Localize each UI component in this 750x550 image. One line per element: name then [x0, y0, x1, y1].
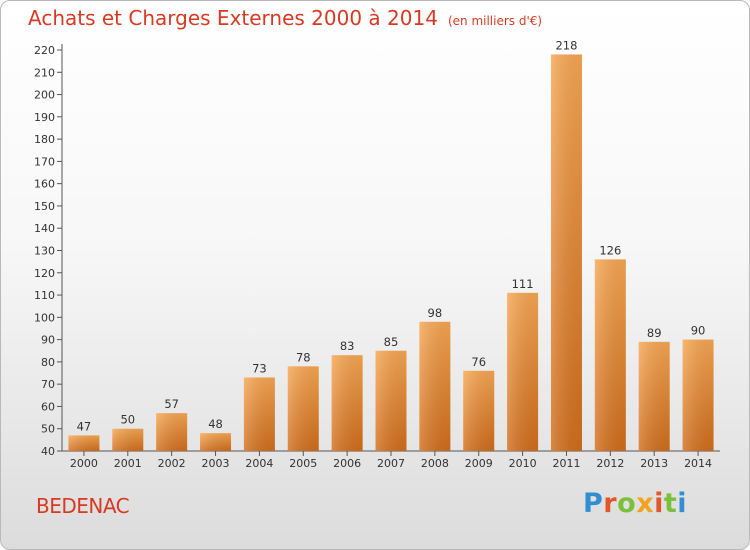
- x-tick-label: 2000: [70, 457, 98, 470]
- bar-shade: [682, 339, 714, 451]
- y-tick-label: 150: [34, 200, 55, 213]
- y-tick-label: 200: [34, 89, 55, 102]
- bar-shade: [550, 54, 582, 451]
- bar-shade: [200, 433, 232, 451]
- chart-unit: (en milliers d'€): [447, 14, 543, 28]
- data-label: 57: [164, 397, 179, 411]
- bars-group: [68, 54, 714, 451]
- data-label: 83: [340, 339, 355, 353]
- x-tick-label: 2003: [202, 457, 230, 470]
- x-tick-label: 2001: [114, 457, 142, 470]
- y-tick-label: 90: [41, 334, 55, 347]
- y-tick-label: 170: [34, 155, 55, 168]
- data-label: 73: [252, 361, 267, 375]
- y-tick-label: 120: [34, 267, 55, 280]
- y-tick-label: 40: [41, 445, 55, 458]
- data-label: 90: [691, 324, 706, 338]
- logo-letter: t: [663, 488, 678, 519]
- x-tick-label: 2007: [377, 457, 405, 470]
- logo-letter: r: [603, 488, 618, 519]
- x-tick-label: 2006: [333, 457, 361, 470]
- logo-letter: i: [654, 488, 664, 519]
- x-tick-label: 2011: [552, 457, 580, 470]
- bar-shade: [419, 321, 451, 451]
- x-tick-label: 2014: [684, 457, 712, 470]
- logo-letter: x: [636, 488, 655, 519]
- bar-shade: [594, 259, 626, 451]
- y-tick-label: 80: [41, 356, 55, 369]
- bar-shade: [287, 366, 319, 451]
- data-label: 111: [512, 277, 534, 291]
- x-tick-label: 2008: [421, 457, 449, 470]
- y-tick-label: 70: [41, 378, 55, 391]
- y-tick-label: 160: [34, 178, 55, 191]
- bar-shade: [112, 428, 144, 451]
- y-tick-label: 100: [34, 311, 55, 324]
- bar-shade: [156, 413, 188, 451]
- x-tick-label: 2010: [509, 457, 537, 470]
- data-label: 85: [384, 335, 399, 349]
- y-tick-label: 110: [34, 289, 55, 302]
- x-tick-label: 2004: [245, 457, 273, 470]
- data-label: 47: [77, 419, 92, 433]
- data-label: 98: [428, 306, 443, 320]
- x-tick-label: 2002: [158, 457, 186, 470]
- y-tick-label: 190: [34, 111, 55, 124]
- x-tick-label: 2013: [640, 457, 668, 470]
- bar-shade: [331, 355, 363, 451]
- y-tick-label: 220: [34, 44, 55, 57]
- y-tick-label: 50: [41, 423, 55, 436]
- bar-shade: [638, 341, 670, 451]
- data-label: 218: [555, 38, 577, 52]
- y-tick-label: 140: [34, 222, 55, 235]
- chart-title: Achats et Charges Externes 2000 à 2014 (e…: [28, 6, 542, 30]
- bar-shade: [243, 377, 275, 451]
- bar-shade: [68, 435, 100, 451]
- y-tick-label: 180: [34, 133, 55, 146]
- bar-shade: [463, 370, 495, 451]
- logo-letter: o: [617, 488, 637, 519]
- y-tick-label: 130: [34, 245, 55, 258]
- data-label: 89: [647, 326, 662, 340]
- x-tick-label: 2012: [596, 457, 624, 470]
- commune-name: BEDENAC: [36, 494, 130, 518]
- data-label: 50: [120, 413, 135, 427]
- x-tick-label: 2005: [289, 457, 317, 470]
- bar-shade: [375, 350, 407, 451]
- proxiti-logo: Proxiti: [583, 488, 687, 519]
- chart-title-text: Achats et Charges Externes 2000 à 2014: [28, 6, 438, 30]
- x-tick-label: 2009: [465, 457, 493, 470]
- logo-letter: P: [583, 488, 604, 519]
- data-label: 76: [471, 355, 486, 369]
- y-tick-label: 210: [34, 66, 55, 79]
- y-tick-label: 60: [41, 400, 55, 413]
- data-label: 78: [296, 350, 311, 364]
- bar-shade: [507, 292, 539, 451]
- labels-group: 2000 47 2001 50 2002 57 2003 48 2004 73 2005 78 2006…: [70, 38, 712, 470]
- logo-letter: i: [677, 488, 688, 519]
- data-label: 126: [599, 243, 621, 257]
- data-label: 48: [208, 417, 223, 431]
